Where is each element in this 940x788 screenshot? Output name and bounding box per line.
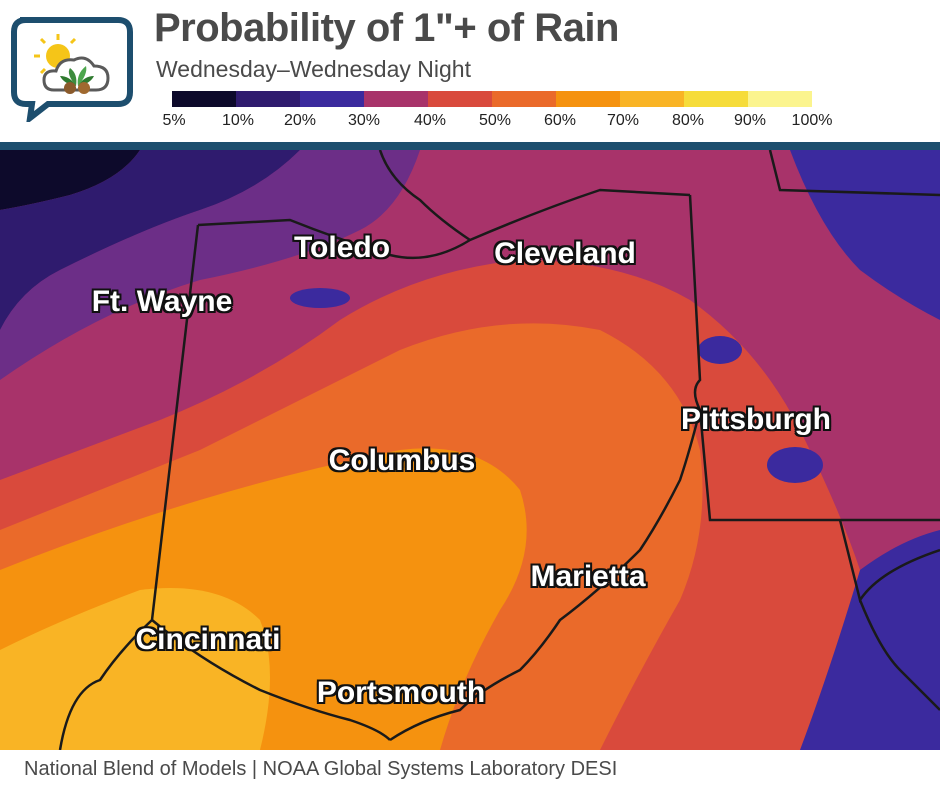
legend-swatch [428,91,492,107]
legend-swatch [236,91,300,107]
legend-swatch [684,91,748,107]
legend-swatch [748,91,812,107]
legend-labels: 5% 10% 20% 30% 40% 50% 60% 70% 80% 90% 1… [0,112,940,134]
legend-label: 80% [671,112,705,129]
page-subtitle: Wednesday–Wednesday Night [156,56,471,82]
legend-color-bar [172,91,812,107]
weather-cloud-leaf-icon [11,17,133,122]
legend-label: 5% [162,112,186,129]
source-credit: National Blend of Models | NOAA Global S… [24,758,618,780]
legend-swatch [620,91,684,107]
city-label-cincinnati: Cincinnati [135,623,281,656]
footer: National Blend of Models | NOAA Global S… [0,750,940,788]
legend-label: 50% [478,112,512,129]
legend-swatch [300,91,364,107]
legend-label: 40% [413,112,447,129]
legend-label: 20% [283,112,317,129]
legend-label: 60% [543,112,577,129]
legend-label: 30% [347,112,381,129]
page-title: Probability of 1"+ of Rain [154,6,619,50]
city-label-pittsburgh: Pittsburgh [681,403,831,436]
legend-swatch [364,91,428,107]
legend-label: 70% [606,112,640,129]
legend-label: 10% [221,112,255,129]
legend-label: 90% [733,112,767,129]
header-separator [0,142,940,150]
legend-swatch [172,91,236,107]
city-label-ft-wayne: Ft. Wayne [91,285,233,318]
city-label-toledo: Toledo [293,231,391,264]
map-canvas [0,150,940,750]
header: Probability of 1"+ of Rain Wednesday–Wed… [0,0,940,142]
city-label-marietta: Marietta [530,560,646,593]
legend-swatch [556,91,620,107]
city-label-portsmouth: Portsmouth [316,676,486,709]
city-label-columbus: Columbus [328,444,476,477]
rain-probability-map[interactable]: Toledo Cleveland Ft. Wayne Pittsburgh Co… [0,150,940,750]
legend-label: 100% [791,112,833,129]
city-label-cleveland: Cleveland [494,237,636,270]
legend-swatch [492,91,556,107]
